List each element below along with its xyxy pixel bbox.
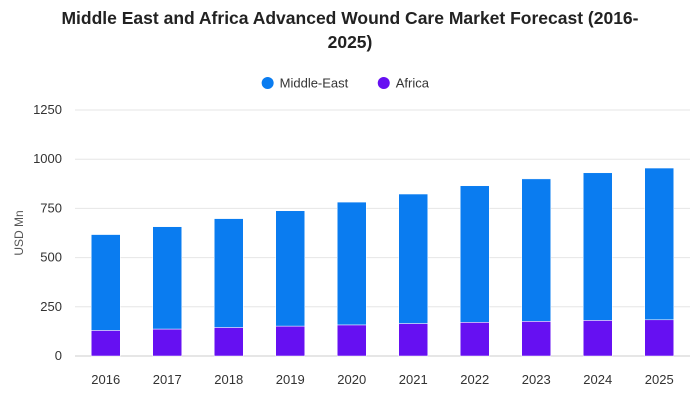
bar-middle-east-2023 xyxy=(521,178,551,322)
y-tick-label-1250: 1250 xyxy=(33,102,62,117)
y-tick-label-750: 750 xyxy=(40,200,62,215)
x-tick-label-2020: 2020 xyxy=(337,372,366,387)
bar-africa-2022 xyxy=(460,322,490,357)
bar-middle-east-2020 xyxy=(337,201,367,326)
bar-middle-east-2022 xyxy=(460,185,490,323)
x-tick-label-2025: 2025 xyxy=(645,372,674,387)
bar-africa-2018 xyxy=(214,327,244,357)
x-tick-label-2024: 2024 xyxy=(583,372,612,387)
bar-africa-2024 xyxy=(583,320,613,357)
bar-middle-east-2025 xyxy=(644,167,674,321)
x-tick-label-2017: 2017 xyxy=(153,372,182,387)
x-tick-label-2023: 2023 xyxy=(522,372,551,387)
bar-middle-east-2021 xyxy=(398,193,428,324)
bar-middle-east-2019 xyxy=(275,210,305,327)
x-tick-label-2016: 2016 xyxy=(91,372,120,387)
bar-middle-east-2017 xyxy=(152,226,182,330)
bar-africa-2020 xyxy=(337,324,367,357)
y-tick-label-250: 250 xyxy=(40,299,62,314)
x-tick-label-2019: 2019 xyxy=(276,372,305,387)
bar-africa-2017 xyxy=(152,328,182,357)
bar-middle-east-2016 xyxy=(91,234,121,331)
x-tick-label-2021: 2021 xyxy=(399,372,428,387)
bar-africa-2023 xyxy=(521,321,551,357)
legend-marker-middle-east xyxy=(261,77,274,89)
chart-title-line-1: Middle East and Africa Advanced Wound Ca… xyxy=(61,8,639,28)
x-tick-label-2022: 2022 xyxy=(460,372,489,387)
bar-middle-east-2018 xyxy=(214,218,244,328)
y-tick-label-500: 500 xyxy=(40,250,62,265)
chart-title: Middle East and Africa Advanced Wound Ca… xyxy=(0,6,700,54)
y-axis-label: USD Mn xyxy=(12,210,26,255)
bar-africa-2025 xyxy=(644,319,674,357)
legend-label-middle-east: Middle-East xyxy=(280,76,349,91)
chart-title-line-2: 2025) xyxy=(327,32,373,52)
bar-africa-2021 xyxy=(398,323,428,357)
bar-africa-2019 xyxy=(275,325,305,357)
y-tick-label-0: 0 xyxy=(55,348,62,363)
legend-marker-africa xyxy=(377,77,390,89)
y-tick-label-1000: 1000 xyxy=(33,151,62,166)
x-tick-label-2018: 2018 xyxy=(214,372,243,387)
bar-middle-east-2024 xyxy=(583,172,613,321)
legend-label-africa: Africa xyxy=(396,76,430,91)
bar-africa-2016 xyxy=(91,330,121,357)
